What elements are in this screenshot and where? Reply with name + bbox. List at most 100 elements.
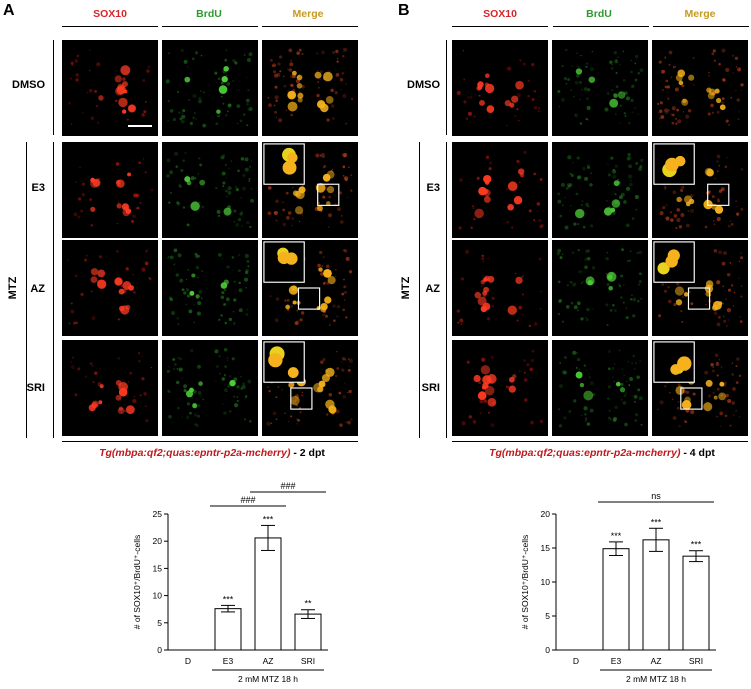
- micrograph-merge: [262, 142, 358, 238]
- column-underline: [553, 26, 649, 28]
- bar-chart-b-svg: 0 5 10 15 20 # of SOX10⁺/BrdU⁺-cells D *** E3 ***…: [520, 491, 716, 684]
- caption-line: [452, 441, 748, 443]
- comparison-label: ###: [280, 481, 295, 491]
- micrograph-red: [62, 340, 158, 436]
- x-group-label: 2 mM MTZ 18 h: [626, 674, 686, 684]
- y-tick-label: 20: [541, 509, 551, 519]
- comparison-label: ns: [651, 491, 661, 501]
- x-tick-label: AZ: [651, 656, 662, 666]
- micrograph-merge: [652, 142, 748, 238]
- row-label-dmso: DMSO: [407, 79, 440, 91]
- micrograph-merge: [652, 240, 748, 336]
- bar: [602, 548, 630, 651]
- significance-label: ***: [651, 517, 662, 527]
- row-label-e3: E3: [426, 182, 440, 194]
- x-tick-label: SRI: [689, 656, 703, 666]
- column-underline: [162, 26, 258, 28]
- significance-label: ***: [691, 540, 702, 550]
- micrograph-green: [552, 340, 648, 436]
- y-tick-label: 0: [157, 645, 162, 655]
- row-label-az: AZ: [425, 283, 440, 295]
- y-tick-label: 5: [545, 611, 550, 621]
- row-label-sri: SRI: [421, 382, 440, 394]
- y-tick-label: 5: [157, 618, 162, 628]
- transgenic-line: Tg(mbpa:qf2;quas:epntr-p2a-mcherry): [99, 447, 291, 459]
- micrograph-green: [552, 40, 648, 136]
- column-underline: [452, 26, 548, 28]
- significance-label: ***: [223, 594, 234, 604]
- timepoint: - 2 dpt: [290, 447, 325, 459]
- scale-bar: [128, 125, 152, 127]
- micrograph-red: [62, 240, 158, 336]
- comparison-label: ###: [240, 495, 255, 505]
- micrograph-merge: [262, 40, 358, 136]
- column-header-merge: Merge: [684, 8, 716, 20]
- column-underline: [262, 26, 358, 28]
- y-tick-label: 25: [153, 509, 163, 519]
- row-label-dmso: DMSO: [12, 79, 45, 91]
- y-tick-label: 15: [153, 563, 163, 573]
- column-underline: [653, 26, 749, 28]
- micrograph-red: [452, 340, 548, 436]
- row-bracket: [446, 40, 448, 135]
- micrograph-green: [552, 142, 648, 238]
- mtz-group-label: MTZ: [7, 276, 19, 300]
- mtz-outer-bracket: [419, 142, 421, 438]
- y-tick-label: 15: [541, 543, 551, 553]
- micrograph-red: [452, 240, 548, 336]
- column-header-sox10: SOX10: [93, 8, 127, 20]
- bar-chart-b: 0 5 10 15 20 # of SOX10⁺/BrdU⁺-cells D *** E3 ***…: [508, 470, 738, 685]
- y-axis-label: # of SOX10⁺/BrdU⁺-cells: [520, 535, 530, 629]
- bar: [294, 613, 322, 651]
- micrograph-green: [552, 240, 648, 336]
- micrograph-red: [62, 142, 158, 238]
- bar: [214, 608, 242, 651]
- micrograph-red: [452, 142, 548, 238]
- x-tick-label: SRI: [301, 656, 315, 666]
- x-tick-label: AZ: [263, 656, 274, 666]
- micrograph-merge: [262, 340, 358, 436]
- y-tick-label: 10: [541, 577, 551, 587]
- micrograph-merge: [652, 340, 748, 436]
- significance-label: **: [304, 599, 312, 609]
- mtz-group-label: MTZ: [400, 276, 412, 300]
- column-header-brdu: BrdU: [586, 8, 612, 20]
- micrograph-red: [452, 40, 548, 136]
- micrograph-merge: [652, 40, 748, 136]
- mtz-bracket: [446, 142, 448, 438]
- significance-label: ***: [263, 514, 274, 524]
- panel-letter-a: A: [3, 2, 15, 19]
- row-label-sri: SRI: [26, 382, 45, 394]
- x-group-label: 2 mM MTZ 18 h: [238, 674, 298, 684]
- y-tick-label: 0: [545, 645, 550, 655]
- x-tick-label: E3: [223, 656, 234, 666]
- micrograph-merge: [262, 240, 358, 336]
- column-underline: [62, 26, 158, 28]
- bar: [254, 537, 282, 651]
- column-header-brdu: BrdU: [196, 8, 222, 20]
- micrograph-green: [162, 142, 258, 238]
- micrograph-green: [162, 40, 258, 136]
- micrograph-red: [62, 40, 158, 136]
- caption-line: [62, 441, 358, 443]
- y-tick-label: 20: [153, 536, 163, 546]
- bar-chart-a-svg: 0 5 10 15 20 25 # of SOX10⁺/BrdU⁺-cells D *** E3 *…: [132, 481, 328, 684]
- row-bracket: [53, 40, 55, 135]
- bar: [682, 555, 710, 651]
- row-label-e3: E3: [31, 182, 45, 194]
- x-tick-label: D: [573, 656, 579, 666]
- x-tick-label: E3: [611, 656, 622, 666]
- y-axis-label: # of SOX10⁺/BrdU⁺-cells: [132, 535, 142, 629]
- column-header-merge: Merge: [292, 8, 324, 20]
- y-tick-label: 10: [153, 591, 163, 601]
- mtz-bracket: [53, 142, 55, 438]
- transgenic-line: Tg(mbpa:qf2;quas:epntr-p2a-mcherry): [489, 447, 681, 459]
- column-header-sox10: SOX10: [483, 8, 517, 20]
- x-tick-label: D: [185, 656, 191, 666]
- bar-chart-a: 0 5 10 15 20 25 # of SOX10⁺/BrdU⁺-cells D *** E3 *…: [120, 470, 350, 685]
- row-label-az: AZ: [30, 283, 45, 295]
- panel-letter-b: B: [398, 2, 410, 19]
- caption-a: Tg(mbpa:qf2;quas:epntr-p2a-mcherry) - 2 …: [62, 447, 362, 459]
- bar: [642, 539, 670, 651]
- mtz-outer-bracket: [26, 142, 28, 438]
